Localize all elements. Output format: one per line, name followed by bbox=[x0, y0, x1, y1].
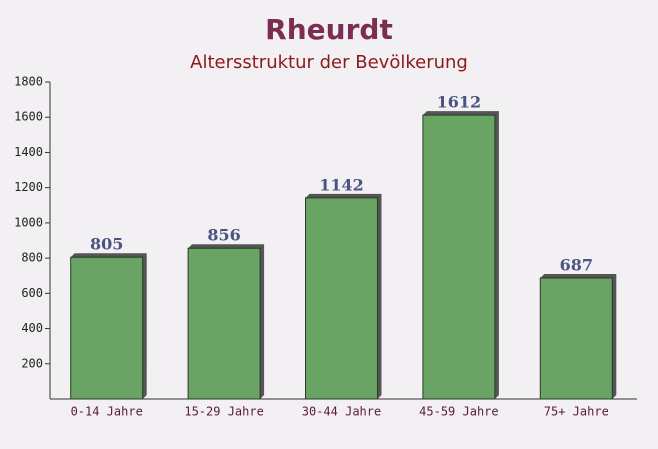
y-tick-label: 1800 bbox=[14, 75, 43, 89]
x-tick-label: 0-14 Jahre bbox=[71, 405, 143, 419]
x-tick-label: 75+ Jahre bbox=[544, 405, 609, 419]
bar bbox=[539, 277, 613, 400]
y-tick-label: 1600 bbox=[14, 110, 43, 124]
bar bbox=[70, 256, 144, 400]
y-tick-label: 1200 bbox=[14, 180, 43, 194]
x-tick-label: 15-29 Jahre bbox=[184, 405, 263, 419]
x-tick-label: 45-59 Jahre bbox=[419, 405, 498, 419]
bar bbox=[422, 114, 496, 400]
bar bbox=[305, 197, 378, 400]
chart-title: Rheurdt bbox=[265, 13, 393, 46]
y-tick-label: 1000 bbox=[14, 215, 43, 229]
value-label: 1142 bbox=[319, 175, 364, 194]
value-label: 687 bbox=[560, 256, 593, 275]
value-label: 856 bbox=[207, 226, 240, 245]
y-tick-label: 200 bbox=[21, 356, 43, 370]
y-tick-label: 400 bbox=[21, 321, 43, 335]
y-tick-label: 1400 bbox=[14, 145, 43, 159]
x-tick-label: 30-44 Jahre bbox=[302, 405, 381, 419]
chart-subtitle: Altersstruktur der Bevölkerung bbox=[190, 52, 468, 73]
value-label: 1612 bbox=[437, 93, 482, 112]
bar bbox=[187, 247, 261, 400]
y-tick-label: 800 bbox=[21, 251, 43, 265]
value-label: 805 bbox=[90, 235, 123, 254]
y-tick-label: 600 bbox=[21, 286, 43, 300]
